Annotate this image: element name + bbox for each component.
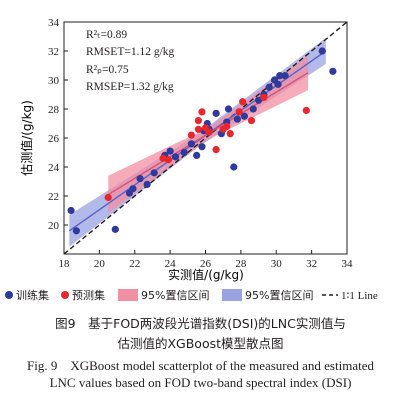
train-point bbox=[230, 163, 238, 171]
r2-predict-text: R²ₚ=0.75 bbox=[86, 64, 129, 76]
legend-train-label: 训练集 bbox=[16, 288, 49, 302]
train-point bbox=[72, 227, 80, 235]
train-point bbox=[224, 105, 233, 113]
predict-point bbox=[302, 106, 310, 115]
y-axis-label: 估测值/(g/kg) bbox=[19, 100, 34, 176]
legend-predict-marker bbox=[61, 291, 69, 299]
train-point bbox=[111, 225, 119, 233]
x-axis-label: 实测值/(g/kg) bbox=[168, 267, 244, 282]
x-tick-label: 22 bbox=[129, 258, 140, 270]
legend-predict-label: 预测集 bbox=[72, 288, 105, 302]
predict-point bbox=[219, 125, 227, 133]
caption-english-line-1: Fig. 9 XGBoost model scatterplot of the … bbox=[27, 358, 374, 373]
train-point bbox=[254, 96, 263, 104]
x-tick-label: 18 bbox=[59, 258, 71, 270]
train-point bbox=[143, 180, 151, 188]
caption-chinese-line-1: 图9 基于FOD两波段光谱指数(DSI)的LNC实测值与 bbox=[55, 316, 346, 331]
predict-point bbox=[104, 193, 112, 202]
predict-point bbox=[194, 125, 203, 133]
y-tick-label: 24 bbox=[48, 162, 60, 174]
x-tick-label: 34 bbox=[342, 258, 354, 270]
x-tick-label: 26 bbox=[200, 258, 212, 270]
y-tick-label: 20 bbox=[48, 220, 60, 232]
x-tick-label: 20 bbox=[94, 258, 106, 270]
legend-train-marker bbox=[5, 291, 13, 299]
predict-point bbox=[212, 146, 220, 154]
train-point bbox=[265, 83, 273, 91]
x-tick-label: 24 bbox=[165, 258, 177, 270]
y-tick-label: 26 bbox=[48, 133, 60, 145]
train-point bbox=[67, 206, 75, 215]
predict-point bbox=[164, 156, 172, 164]
scatter-chart: 18 20 22 24 26 28 30 32 34 20 22 24 26 28 30 32 34 实测值/(… bbox=[5, 17, 378, 302]
train-point bbox=[249, 105, 257, 113]
train-point bbox=[150, 169, 158, 177]
train-point bbox=[180, 148, 188, 157]
train-point bbox=[193, 151, 201, 159]
predict-point bbox=[198, 108, 206, 116]
y-tick-label: 22 bbox=[48, 191, 59, 203]
train-point bbox=[198, 143, 206, 151]
train-point bbox=[129, 185, 137, 193]
predict-point bbox=[194, 117, 203, 125]
legend-ci-blue-swatch bbox=[222, 289, 242, 301]
predict-point bbox=[187, 131, 195, 139]
predict-point bbox=[226, 130, 234, 138]
train-point bbox=[276, 72, 284, 80]
rmse-train-text: RMSET=1.12 g/kg bbox=[86, 46, 175, 58]
x-tick-label: 32 bbox=[306, 258, 317, 270]
train-point bbox=[212, 109, 220, 117]
train-point bbox=[233, 115, 241, 123]
legend-line-label: 1∶1 Line bbox=[341, 290, 378, 302]
predict-point bbox=[247, 117, 256, 125]
x-tick-label: 30 bbox=[271, 258, 283, 270]
predict-point bbox=[260, 93, 268, 101]
predict-point bbox=[239, 98, 247, 106]
legend-ci-blue-label: 95%置信区间 bbox=[245, 289, 313, 302]
train-point bbox=[281, 72, 289, 80]
y-tick-label: 32 bbox=[48, 46, 59, 58]
train-point bbox=[318, 47, 326, 55]
train-point bbox=[274, 80, 282, 88]
y-tick-label: 28 bbox=[48, 104, 60, 116]
caption-english-line-2: LNC values based on FOD two-band spectra… bbox=[49, 375, 352, 390]
r2-train-text: R²ₜ=0.89 bbox=[86, 29, 127, 41]
predict-point bbox=[201, 124, 210, 132]
legend-ci-red-swatch bbox=[118, 289, 138, 301]
y-tick-label: 34 bbox=[48, 17, 60, 29]
x-tick-label: 28 bbox=[235, 258, 247, 270]
train-point bbox=[187, 140, 195, 148]
caption-chinese-line-2: 估测值的XGBoost模型散点图 bbox=[117, 336, 284, 351]
train-point bbox=[329, 67, 337, 75]
train-point bbox=[171, 153, 180, 161]
predict-point bbox=[235, 108, 243, 116]
rmse-predict-text: RMSEP=1.32 g/kg bbox=[86, 81, 174, 93]
y-tick-label: 30 bbox=[48, 75, 60, 87]
legend-ci-red-label: 95%置信区间 bbox=[141, 289, 209, 302]
one-to-one-line bbox=[64, 22, 347, 254]
stats-annotation: R²ₜ=0.89 RMSET=1.12 g/kg R²ₚ=0.75 RMSEP=… bbox=[86, 29, 175, 93]
train-point bbox=[136, 175, 144, 183]
legend: 训练集 预测集 95%置信区间 95%置信区间 1∶1 Line bbox=[5, 288, 378, 302]
train-point bbox=[166, 147, 174, 155]
train-point bbox=[240, 112, 249, 120]
